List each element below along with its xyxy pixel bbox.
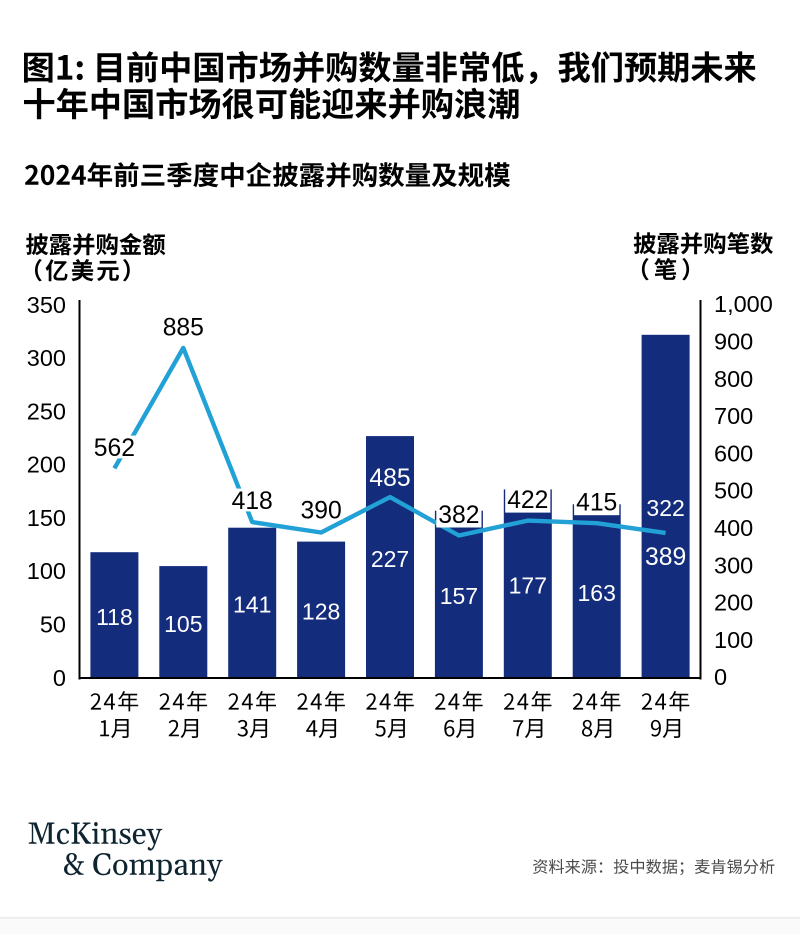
svg-text:227: 227 [371, 546, 409, 572]
svg-text:500: 500 [714, 478, 753, 504]
svg-text:400: 400 [714, 515, 753, 541]
svg-text:100: 100 [714, 627, 753, 653]
svg-text:141: 141 [233, 592, 271, 618]
svg-text:100: 100 [27, 558, 66, 584]
svg-text:118: 118 [96, 604, 133, 630]
svg-text:300: 300 [27, 345, 66, 371]
svg-text:300: 300 [714, 552, 753, 578]
svg-text:0: 0 [53, 665, 66, 691]
svg-text:128: 128 [302, 599, 340, 625]
svg-text:418: 418 [232, 488, 273, 515]
svg-text:200: 200 [714, 590, 753, 616]
svg-text:600: 600 [714, 440, 753, 466]
svg-text:389: 389 [645, 544, 686, 571]
svg-text:700: 700 [714, 403, 753, 429]
svg-text:157: 157 [440, 583, 478, 609]
svg-text:415: 415 [576, 490, 617, 517]
svg-text:105: 105 [164, 611, 202, 637]
svg-text:200: 200 [27, 452, 66, 478]
svg-text:562: 562 [94, 435, 135, 462]
svg-text:177: 177 [509, 573, 547, 599]
svg-text:382: 382 [438, 502, 479, 529]
svg-text:50: 50 [40, 612, 66, 638]
svg-text:485: 485 [369, 465, 410, 492]
svg-text:0: 0 [714, 664, 727, 690]
svg-text:800: 800 [714, 366, 753, 392]
svg-text:150: 150 [27, 505, 66, 531]
svg-text:900: 900 [714, 329, 753, 355]
svg-text:163: 163 [578, 580, 616, 606]
svg-text:422: 422 [507, 487, 548, 514]
svg-text:250: 250 [27, 398, 66, 424]
svg-text:390: 390 [300, 498, 341, 525]
svg-text:322: 322 [646, 495, 684, 521]
svg-text:350: 350 [27, 292, 66, 318]
svg-text:885: 885 [163, 315, 204, 342]
svg-text:1,000: 1,000 [714, 291, 773, 317]
